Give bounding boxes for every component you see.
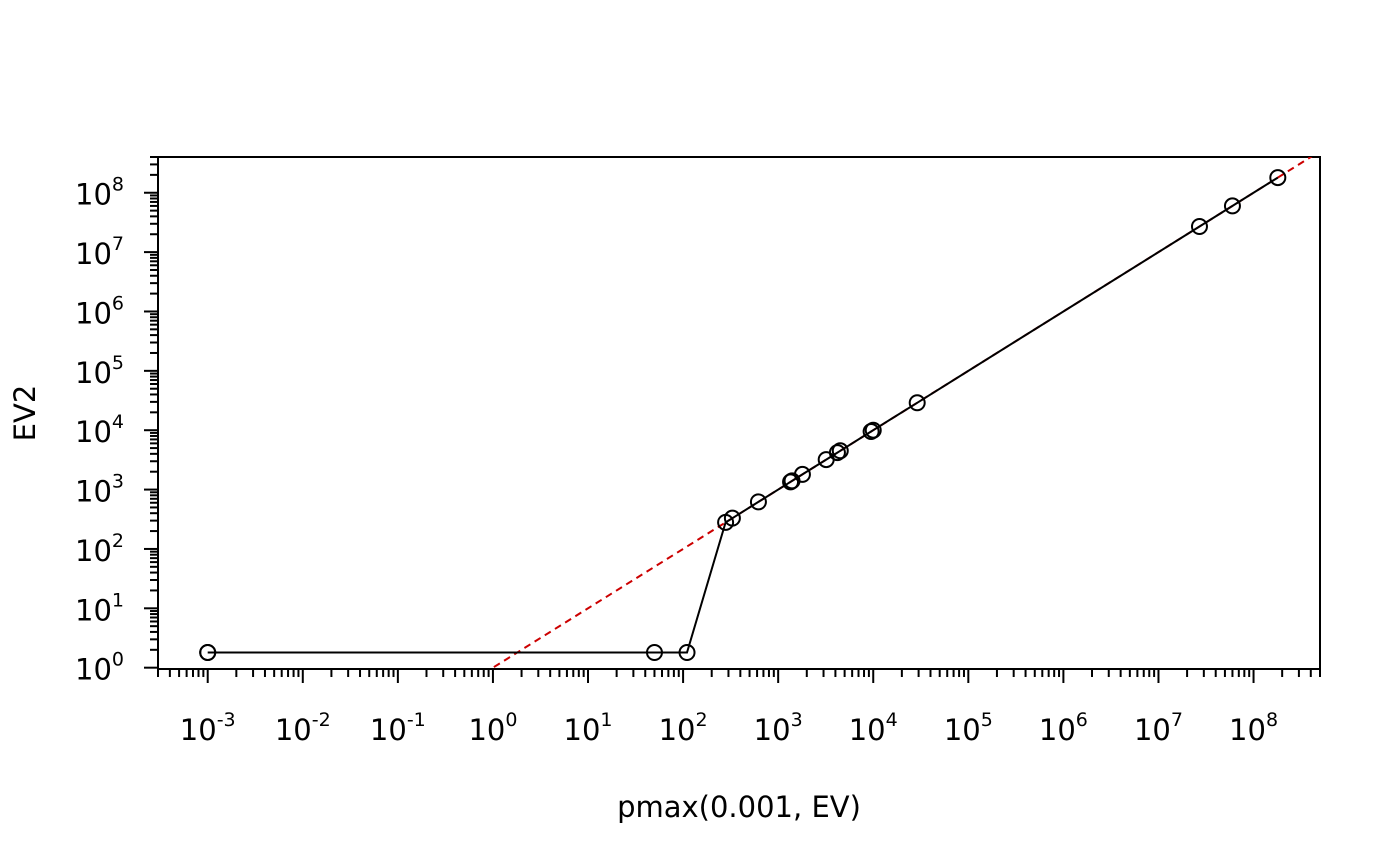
y-tick-label: 102 [75, 530, 124, 568]
data-point [1223, 197, 1241, 215]
y-tick-label: 103 [75, 471, 124, 509]
y-axis-title: EV2 [8, 385, 42, 442]
plot-frame [157, 156, 1321, 670]
x-tick-label: 101 [564, 709, 613, 747]
y-tick-label: 108 [75, 174, 124, 212]
x-tick-label: 107 [1134, 709, 1183, 747]
data-point [864, 421, 882, 439]
y-tick-label: 101 [75, 589, 124, 627]
y-tick-label: 107 [75, 233, 124, 271]
data-point [908, 394, 926, 412]
x-tick-label: 10-2 [275, 709, 331, 747]
x-tick-label: 10-3 [180, 709, 236, 747]
x-tick-label: 106 [1039, 709, 1088, 747]
data-point [828, 444, 846, 462]
x-axis-title: pmax(0.001, EV) [617, 790, 861, 824]
y-tick-label: 104 [75, 411, 124, 449]
data-point [199, 644, 217, 662]
x-tick-label: 104 [849, 709, 898, 747]
x-tick-label: 103 [754, 709, 803, 747]
x-tick-label: 102 [659, 709, 708, 747]
series-line [207, 176, 1279, 654]
series-layer [199, 157, 1313, 669]
data-point [645, 644, 663, 662]
y-tick-label: 100 [75, 649, 124, 687]
x-tick-label: 108 [1229, 709, 1278, 747]
reference-line [488, 157, 1313, 669]
data-point [723, 509, 741, 527]
data-point [678, 644, 696, 662]
data-point [831, 442, 849, 460]
x-axis: 10-3 10-2 10-1 100 101 102 103 104 105 106 107 108 [157, 669, 1321, 747]
y-axis: 100 101 102 103 104 105 106 107 108 [75, 156, 158, 687]
x-tick-label: 10-1 [370, 709, 426, 747]
x-tick-label: 105 [944, 709, 993, 747]
data-point [749, 493, 767, 511]
x-tick-label: 100 [468, 709, 517, 747]
data-point [1190, 218, 1208, 236]
data-point [1269, 169, 1287, 187]
plot-area: 100 101 102 103 104 105 106 107 108 10-3 10-2 10-1… [75, 156, 1321, 747]
y-tick-label: 105 [75, 352, 124, 390]
data-point [793, 465, 811, 483]
y-tick-label: 106 [75, 292, 124, 330]
